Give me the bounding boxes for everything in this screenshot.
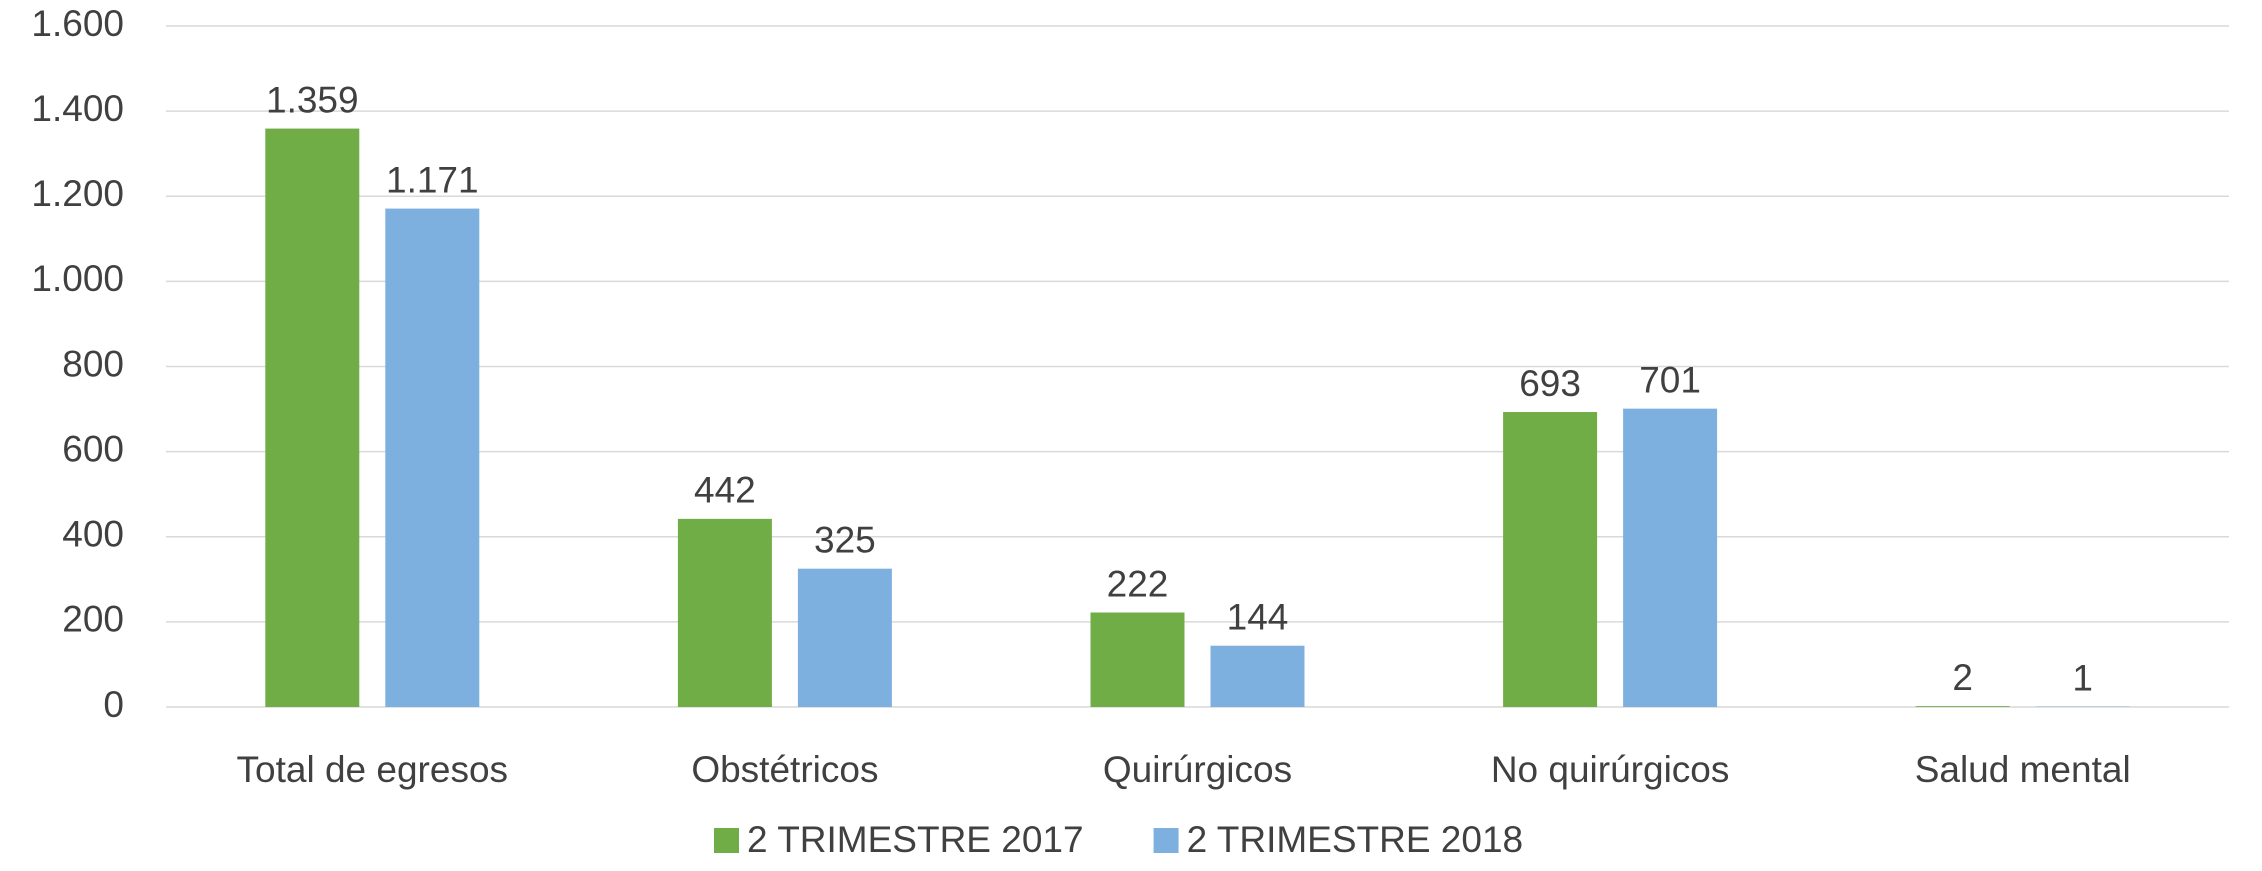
data-label: 2 — [1952, 657, 1973, 698]
x-tick-label: Salud mental — [1915, 749, 2131, 790]
y-tick-label: 400 — [62, 514, 124, 555]
x-tick-label: No quirúrgicos — [1491, 749, 1730, 790]
data-label: 693 — [1519, 363, 1581, 404]
bar — [797, 568, 892, 707]
x-tick-label: Quirúrgicos — [1103, 749, 1292, 790]
y-tick-label: 600 — [62, 428, 124, 469]
bar — [677, 518, 772, 707]
bar — [1915, 706, 2010, 707]
bar — [1503, 412, 1598, 707]
data-label: 442 — [694, 470, 756, 511]
y-tick-label: 200 — [62, 599, 124, 640]
legend-swatch — [1153, 828, 1179, 853]
bar — [385, 208, 480, 707]
x-tick-label: Obstétricos — [691, 749, 878, 790]
y-tick-label: 0 — [103, 684, 124, 725]
data-label: 1.171 — [386, 159, 479, 200]
x-tick-label: Total de egresos — [237, 749, 509, 790]
legend-label: 2 TRIMESTRE 2017 — [747, 819, 1084, 860]
y-tick-label: 1.000 — [31, 258, 124, 299]
legend-label: 2 TRIMESTRE 2018 — [1187, 819, 1524, 860]
data-label: 701 — [1639, 359, 1701, 400]
data-label: 1 — [2072, 657, 2093, 698]
data-label: 222 — [1107, 563, 1169, 604]
legend-swatch — [714, 828, 739, 853]
data-label: 1.359 — [266, 79, 359, 120]
bar — [1090, 612, 1185, 707]
y-tick-label: 1.200 — [31, 173, 124, 214]
y-tick-label: 1.400 — [31, 88, 124, 129]
bar — [1623, 408, 1718, 707]
bar — [1210, 645, 1305, 707]
y-tick-label: 800 — [62, 343, 124, 384]
data-label: 144 — [1227, 596, 1289, 637]
y-tick-label: 1.600 — [31, 3, 124, 44]
bar — [265, 128, 360, 707]
data-label: 325 — [814, 519, 876, 560]
